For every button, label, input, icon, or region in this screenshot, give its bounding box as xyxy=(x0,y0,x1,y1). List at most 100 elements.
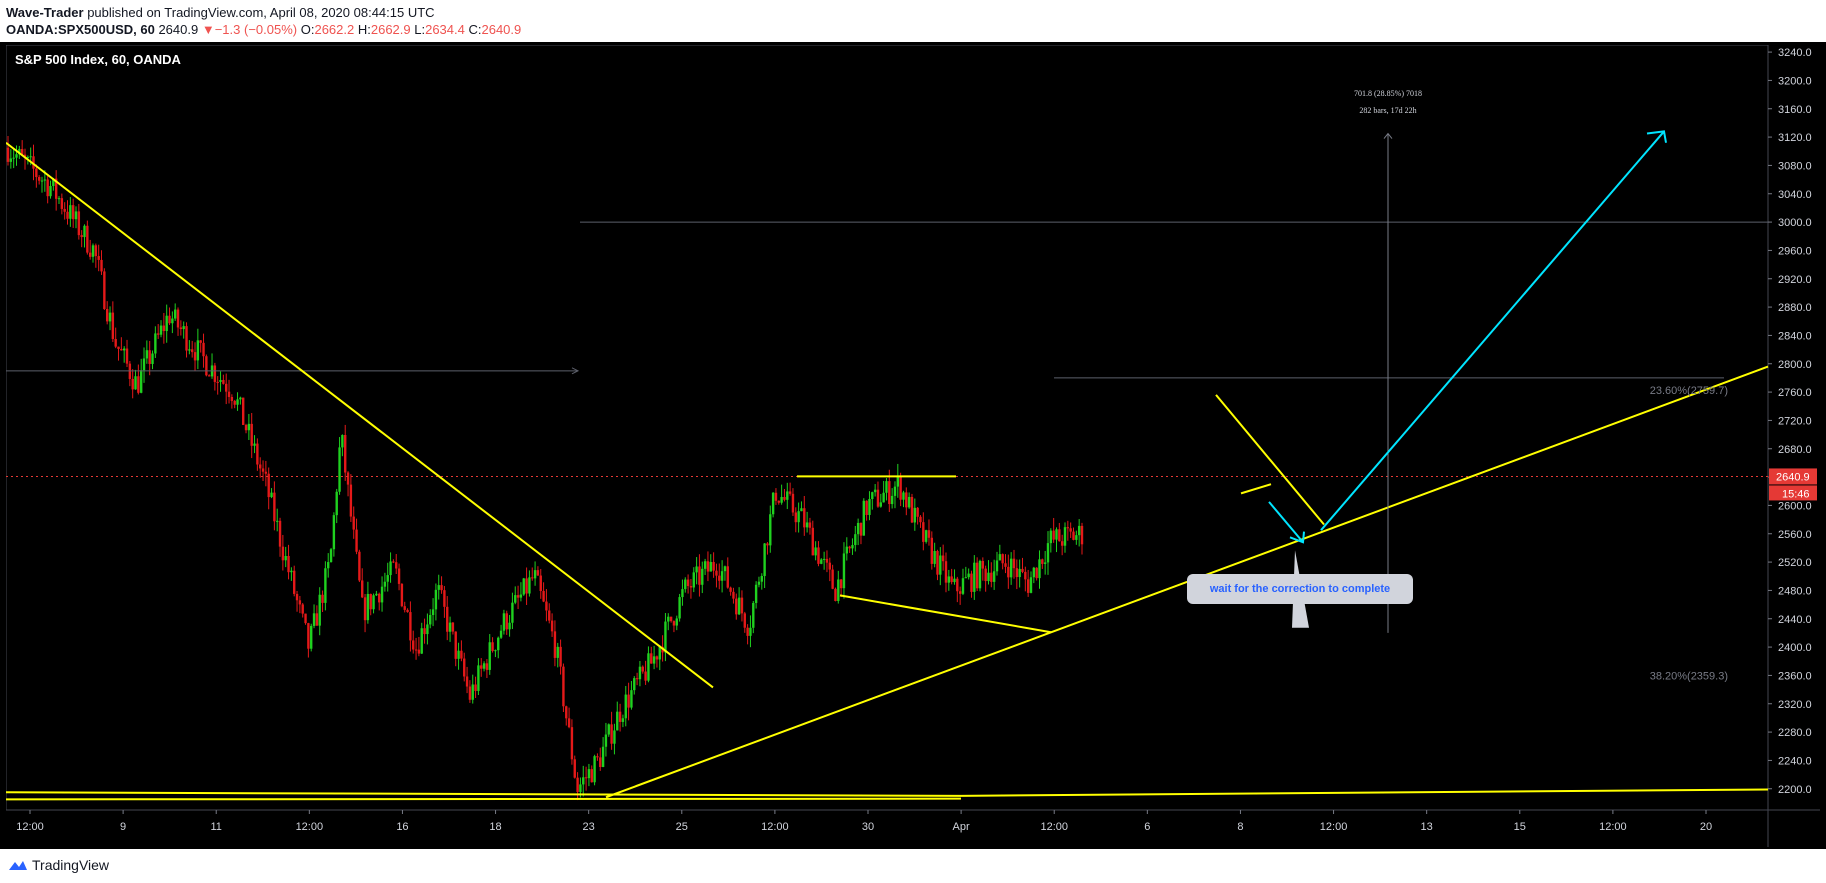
candle-body xyxy=(1072,531,1075,540)
candle-body xyxy=(117,346,120,349)
tradingview-brand[interactable]: TradingView xyxy=(8,857,109,873)
candle-body xyxy=(718,575,721,581)
candle-body xyxy=(508,622,511,630)
candle-body xyxy=(910,496,914,523)
candle-body xyxy=(794,512,797,523)
candle-body xyxy=(638,666,642,680)
high-label: H: xyxy=(357,22,371,37)
candle-body xyxy=(939,555,942,575)
candle-body xyxy=(440,585,443,591)
candle-body xyxy=(227,391,231,397)
time-tick-label: 25 xyxy=(676,821,688,833)
candle-body xyxy=(754,584,758,603)
candle-body xyxy=(896,476,900,487)
pattern-lower-line xyxy=(839,594,1052,634)
candle-body xyxy=(32,156,35,169)
candle-body xyxy=(397,568,401,584)
time-tick-label: 12:00 xyxy=(1040,821,1068,833)
time-tick-label: 18 xyxy=(489,821,501,833)
target-arrowhead-icon xyxy=(1646,130,1667,143)
candle-body xyxy=(763,543,766,577)
candle-body xyxy=(922,522,925,542)
candle-body xyxy=(1060,541,1064,546)
candle-body xyxy=(131,378,134,390)
candle-body xyxy=(179,327,183,330)
candle-body xyxy=(358,551,361,581)
price-tick-label: 2840.0 xyxy=(1778,330,1812,342)
support-line-lower-2 xyxy=(6,797,962,801)
price-chart[interactable]: 2200.0 2240.0 2280.0 2320.0 2360.0 2400.0 2440… xyxy=(6,45,1820,847)
price-tick-label: 2560.0 xyxy=(1778,529,1812,541)
candle-body xyxy=(281,546,285,561)
candle-body xyxy=(247,423,251,431)
candle-body xyxy=(94,245,98,257)
correction-channel-lower xyxy=(1240,483,1272,495)
candle-body xyxy=(304,613,307,624)
chart-area[interactable]: 2200.0 2240.0 2280.0 2320.0 2360.0 2400.0 2440… xyxy=(6,45,1820,847)
candle-body xyxy=(312,613,316,626)
candle-body xyxy=(607,724,610,735)
candle-body xyxy=(497,637,500,651)
candle-body xyxy=(318,594,321,626)
low-label: L: xyxy=(414,22,426,37)
candle-body xyxy=(74,211,78,220)
candle-body xyxy=(15,154,18,158)
candle-body xyxy=(193,352,197,361)
candle-body xyxy=(1049,530,1053,544)
candle-body xyxy=(573,759,576,778)
candle-body xyxy=(457,650,460,659)
candle-body xyxy=(641,666,644,672)
author-name[interactable]: Wave-Trader xyxy=(6,5,84,20)
candle-body xyxy=(298,600,302,605)
candle-body xyxy=(471,684,474,700)
candle-body xyxy=(808,522,812,528)
candle-body xyxy=(332,515,336,550)
correction-arrowhead-icon xyxy=(1289,531,1305,544)
candle-body xyxy=(264,471,268,474)
candle-body xyxy=(531,577,534,579)
candle-body xyxy=(885,481,888,493)
candle-body xyxy=(635,678,639,680)
correction-channel-upper xyxy=(1215,394,1325,526)
candle-body xyxy=(363,597,367,621)
candle-body xyxy=(349,484,353,517)
candle-body xyxy=(678,597,681,619)
candle-body xyxy=(295,593,299,601)
candle-body xyxy=(310,625,313,649)
candle-body xyxy=(176,309,180,328)
high-value: 2662.9 xyxy=(370,22,411,37)
candle-body xyxy=(380,586,384,603)
candle-body xyxy=(1007,566,1010,578)
candle-body xyxy=(681,589,684,598)
candle-body xyxy=(273,492,276,522)
candle-body xyxy=(1035,567,1038,579)
candle-body xyxy=(52,178,55,187)
candle-body xyxy=(550,620,554,632)
candle-body xyxy=(361,580,364,598)
candle-body xyxy=(9,158,13,162)
plot-frame xyxy=(6,45,1769,811)
time-tick-label: 12:00 xyxy=(16,821,44,833)
candle-body xyxy=(788,491,792,494)
candle-body xyxy=(723,566,727,572)
candle-body xyxy=(902,492,905,500)
price-tick-label: 2280.0 xyxy=(1778,727,1812,739)
candle-body xyxy=(103,271,106,309)
fib-236-label: 23.60%(2759.7) xyxy=(1650,385,1728,397)
candle-body xyxy=(1024,571,1027,580)
candle-body xyxy=(315,613,319,626)
candle-body xyxy=(276,520,279,522)
measure-arrow-icon xyxy=(1383,132,1393,139)
support-line-lower xyxy=(6,791,962,797)
candle-body xyxy=(822,558,826,560)
price-tick-label: 2360.0 xyxy=(1778,670,1812,682)
candle-body xyxy=(842,553,846,589)
candle-body xyxy=(463,658,466,677)
candle-body xyxy=(261,468,265,472)
candle-body xyxy=(746,627,749,636)
time-tick-label: 9 xyxy=(120,821,126,833)
candle-body xyxy=(613,730,616,744)
candle-body xyxy=(777,500,780,503)
candle-body xyxy=(199,340,202,343)
candle-body xyxy=(633,678,636,691)
